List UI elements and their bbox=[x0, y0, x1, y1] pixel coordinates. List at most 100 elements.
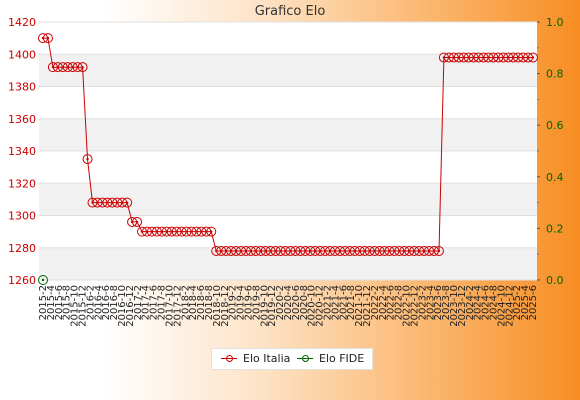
x-tick-label: 2022-4 bbox=[378, 285, 389, 320]
x-tick-label: 2021-8 bbox=[346, 285, 357, 320]
x-tick-label: 2022-12 bbox=[409, 285, 420, 327]
x-tick-label: 2023-4 bbox=[425, 285, 436, 320]
legend-label-elo-fide: Elo FIDE bbox=[319, 352, 365, 365]
x-tick-label: 2023-2 bbox=[417, 285, 428, 320]
x-tick-label: 2015-2 bbox=[38, 285, 49, 320]
x-tick-label: 2022-6 bbox=[386, 285, 397, 320]
data-point bbox=[433, 245, 444, 256]
x-tick-label: 2016-8 bbox=[109, 285, 120, 320]
legend-swatch-elo-fide bbox=[297, 354, 313, 364]
y-tick-label: 1260 bbox=[8, 274, 36, 287]
data-point bbox=[38, 275, 48, 285]
x-tick-label: 2022-2 bbox=[370, 285, 381, 320]
plot-band bbox=[39, 54, 537, 87]
x-tick-label: 2018-12 bbox=[220, 285, 231, 327]
plot-band bbox=[39, 22, 537, 55]
x-tick-label: 2023-12 bbox=[457, 285, 468, 327]
x-tick-label: 2019-6 bbox=[243, 285, 254, 320]
y-tick-label: 1400 bbox=[8, 48, 36, 61]
y-tick-label: 1420 bbox=[8, 16, 36, 29]
y2-tick-label: 0.0 bbox=[546, 274, 564, 287]
data-point bbox=[42, 33, 53, 44]
x-tick-label: 2022-10 bbox=[402, 285, 413, 327]
plot-band bbox=[39, 215, 537, 248]
legend-item-elo-fide[interactable]: Elo FIDE bbox=[297, 352, 364, 365]
chart-title: Grafico Elo bbox=[254, 4, 326, 19]
data-point bbox=[82, 154, 93, 165]
y2-tick-label: 0.4 bbox=[546, 171, 564, 184]
x-tick-label: 2016-10 bbox=[117, 285, 128, 327]
x-tick-label: 2024-8 bbox=[488, 285, 499, 320]
legend-item-elo-italia[interactable]: Elo Italia bbox=[221, 352, 290, 365]
series-elo-fide bbox=[38, 275, 48, 285]
y2-tick-label: 0.8 bbox=[546, 68, 564, 81]
data-point-dot bbox=[46, 36, 50, 40]
data-point-dot bbox=[81, 65, 84, 69]
data-point bbox=[206, 226, 217, 237]
x-tick-label: 2021-6 bbox=[338, 285, 349, 320]
x-tick-label: 2017-10 bbox=[164, 285, 175, 327]
plot-band bbox=[39, 86, 537, 119]
x-tick-label: 2020-10 bbox=[307, 285, 318, 327]
x-tick-label: 2021-10 bbox=[354, 285, 365, 327]
x-tick-label: 2018-8 bbox=[204, 285, 215, 320]
x-tick-label: 2023-10 bbox=[449, 285, 460, 327]
x-tick-label: 2017-12 bbox=[172, 285, 183, 327]
data-point-dot bbox=[125, 201, 129, 204]
y2-tick-label: 0.2 bbox=[546, 222, 564, 235]
legend-label-elo-italia: Elo Italia bbox=[243, 352, 291, 365]
data-point bbox=[528, 52, 538, 63]
data-point bbox=[132, 216, 143, 227]
y-tick-label: 1300 bbox=[8, 210, 36, 223]
x-tick-label: 2024-6 bbox=[481, 285, 492, 320]
x-tick-label: 2021-12 bbox=[362, 285, 373, 327]
x-tick-label: 2025-2 bbox=[512, 285, 523, 320]
chart-legend: Elo Italia Elo FIDE bbox=[211, 348, 373, 370]
y-tick-label: 1380 bbox=[8, 81, 36, 94]
x-tick-label: 2019-2 bbox=[228, 285, 239, 320]
x-tick-label: 2023-6 bbox=[433, 285, 444, 320]
data-point-dot bbox=[210, 230, 213, 233]
x-tick-label: 2021-4 bbox=[330, 285, 341, 320]
x-tick-label: 2018-4 bbox=[188, 285, 199, 320]
x-tick-label: 2019-10 bbox=[259, 285, 270, 327]
x-tick-label: 2016-2 bbox=[85, 285, 96, 320]
y-tick-label: 1340 bbox=[8, 145, 36, 158]
x-tick-label: 2021-2 bbox=[323, 285, 334, 320]
y2-tick-label: 1.0 bbox=[546, 16, 564, 29]
data-point-dot bbox=[86, 157, 89, 161]
x-tick-label: 2017-2 bbox=[133, 285, 144, 320]
x-tick-label: 2019-8 bbox=[251, 285, 262, 320]
series-elo-italia bbox=[38, 33, 538, 256]
x-tick-label: 2018-10 bbox=[212, 285, 223, 327]
x-tick-label: 2024-10 bbox=[496, 285, 507, 327]
x-tick-label: 2015-4 bbox=[46, 285, 57, 320]
x-tick-label: 2016-12 bbox=[125, 285, 136, 327]
x-tick-label: 2015-8 bbox=[62, 285, 73, 320]
x-tick-label: 2019-12 bbox=[267, 285, 278, 327]
x-tick-label: 2020-6 bbox=[291, 285, 302, 320]
series-line bbox=[43, 37, 533, 252]
data-point-dot bbox=[135, 220, 139, 224]
x-tick-label: 2017-6 bbox=[149, 285, 160, 320]
data-point-dot bbox=[41, 278, 45, 282]
x-tick-label: 2024-12 bbox=[504, 285, 515, 327]
x-tick-label: 2015-12 bbox=[78, 285, 89, 327]
x-tick-label: 2020-12 bbox=[315, 285, 326, 327]
x-tick-label: 2020-2 bbox=[275, 285, 286, 320]
x-tick-label: 2017-8 bbox=[157, 285, 168, 320]
data-point bbox=[77, 62, 88, 73]
plot-band bbox=[39, 247, 537, 280]
x-tick-label: 2025-4 bbox=[520, 285, 531, 320]
x-tick-label: 2023-8 bbox=[441, 285, 452, 320]
x-tick-label: 2016-6 bbox=[101, 285, 112, 320]
x-tick-label: 2024-2 bbox=[465, 285, 476, 320]
x-tick-label: 2016-4 bbox=[93, 285, 104, 320]
x-tick-label: 2015-6 bbox=[54, 285, 65, 320]
data-point-dot bbox=[531, 56, 535, 59]
y-tick-label: 1320 bbox=[8, 177, 36, 190]
x-tick-label: 2022-8 bbox=[394, 285, 405, 320]
y-tick-label: 1360 bbox=[8, 113, 36, 126]
legend-swatch-elo-italia bbox=[221, 354, 237, 364]
